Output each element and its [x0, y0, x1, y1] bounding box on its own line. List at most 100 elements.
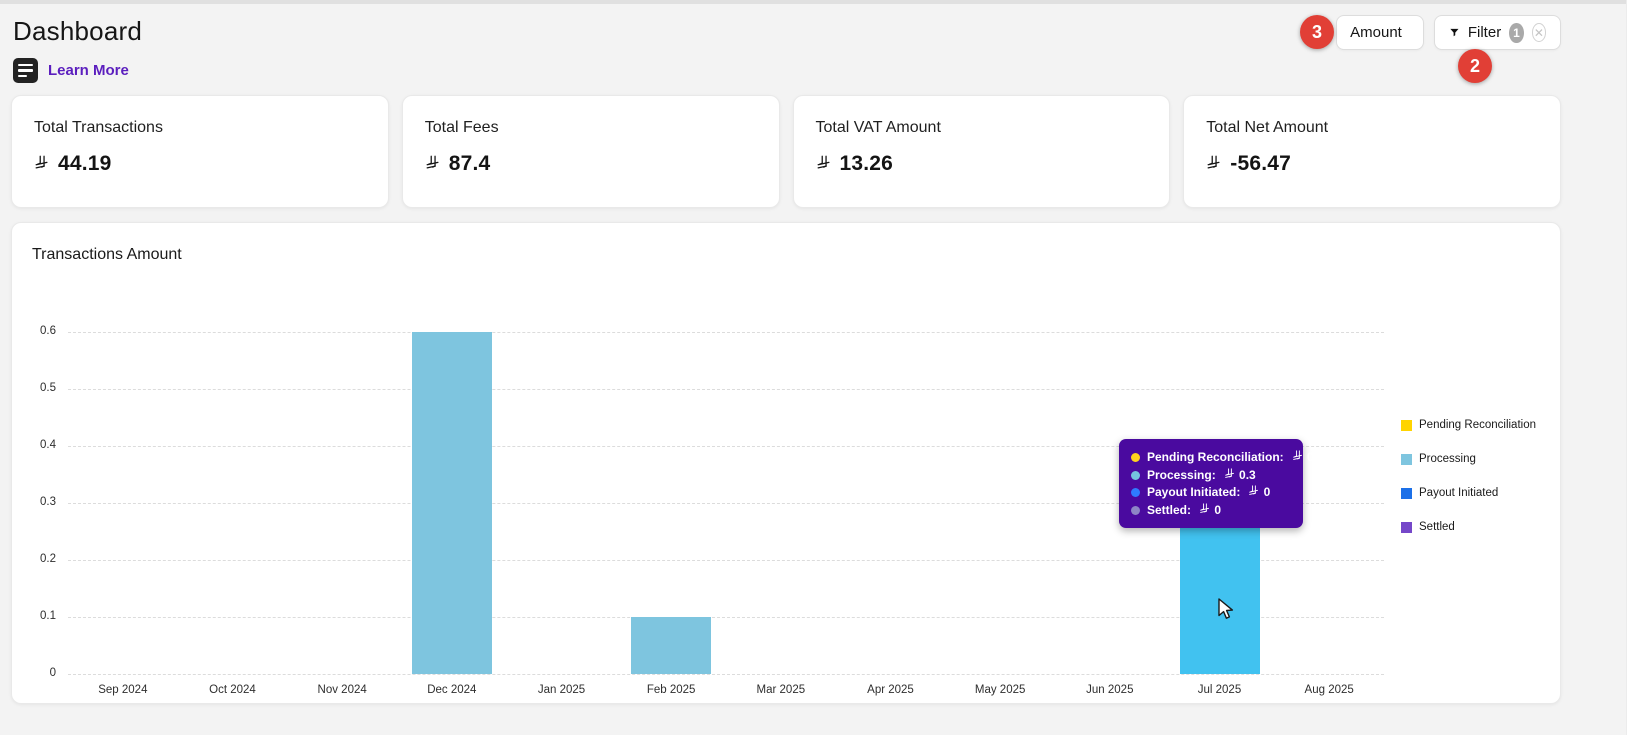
- stat-value: 13.26: [816, 152, 1148, 176]
- stat-card-total-vat: Total VAT Amount 13.26: [792, 95, 1171, 208]
- x-axis-tick-label: Aug 2025: [1304, 684, 1354, 696]
- tooltip-series-dot: [1131, 505, 1140, 515]
- bar-jul-2025[interactable]: [1179, 503, 1260, 674]
- tooltip-row: Settled: 0: [1131, 502, 1291, 520]
- stats-row: Total Transactions 44.19 Total Fees 87.4…: [11, 95, 1561, 208]
- stat-label: Total Net Amount: [1206, 119, 1329, 136]
- x-axis-tick-label: May 2025: [974, 684, 1026, 696]
- legend-swatch: [1401, 453, 1412, 465]
- filter-count-badge: 1: [1509, 22, 1524, 43]
- saudi-riyal-icon: [1292, 450, 1302, 460]
- stat-card-total-transactions: Total Transactions 44.19: [11, 95, 389, 208]
- filter-label: Filter: [1467, 24, 1502, 41]
- x-axis-tick-label: Apr 2025: [867, 684, 914, 696]
- saudi-riyal-icon: [425, 152, 440, 176]
- x-axis-tick-label: Jun 2025: [1086, 684, 1134, 696]
- chart-title: Transactions Amount: [32, 246, 182, 263]
- tooltip-series-dot: [1131, 453, 1140, 463]
- gridline: [68, 560, 1384, 561]
- tooltip-label: Processing:: [1147, 467, 1216, 482]
- x-axis-tick-label: Sep 2024: [98, 684, 148, 696]
- tooltip-series-dot: [1131, 470, 1140, 480]
- stat-label: Total Transactions: [34, 119, 163, 136]
- saudi-riyal-icon: [35, 155, 48, 169]
- tooltip-row: Pending Reconciliation: 0: [1131, 449, 1314, 467]
- tooltip-value: 0.3: [1223, 467, 1256, 485]
- stat-label: Total VAT Amount: [815, 119, 941, 136]
- chart-legend: Pending Reconciliation Processing Payout I…: [1401, 419, 1536, 533]
- y-axis-tick-label: 0.5: [40, 382, 56, 394]
- saudi-riyal-icon: [426, 155, 439, 169]
- stat-card-total-fees: Total Fees 87.4: [401, 95, 780, 208]
- legend-item[interactable]: Pending Reconciliation: [1401, 419, 1536, 431]
- bar-chart-plot-area: 0 0.1 0.2 0.3 0.4 0.5 0.6 Sep 2024 Oct 2024 Nov 2…: [40, 325, 1384, 696]
- tooltip-value: 0: [1291, 449, 1314, 467]
- amount-dropdown-button[interactable]: Amount: [1336, 15, 1424, 50]
- annotation-marker-3: 3: [1300, 15, 1334, 49]
- y-axis-tick-label: 0.6: [40, 325, 56, 337]
- bar-dec-2024[interactable]: [411, 332, 492, 674]
- tooltip-value: 0: [1247, 484, 1270, 502]
- legend-label: Payout Initiated: [1419, 487, 1499, 499]
- gridline: [68, 503, 1384, 504]
- tooltip-label: Settled:: [1147, 502, 1192, 517]
- saudi-riyal-icon: [1224, 467, 1234, 478]
- tooltip-label: Payout Initiated:: [1147, 485, 1241, 499]
- legend-item[interactable]: Processing: [1401, 453, 1536, 465]
- y-axis-tick-label: 0: [49, 667, 56, 679]
- annotation-marker-2: 2: [1458, 49, 1492, 83]
- chart-tooltip: Pending Reconciliation: 0 Processing: 0.3…: [1119, 439, 1314, 528]
- saudi-riyal-icon: [1249, 485, 1259, 495]
- legend-label: Settled: [1419, 521, 1455, 533]
- x-axis-tick-label: Feb 2025: [646, 684, 696, 696]
- legend-label: Processing: [1419, 453, 1476, 465]
- gridline: [68, 674, 1384, 675]
- y-axis-tick-label: 0.2: [40, 553, 56, 565]
- y-axis-tick-label: 0.4: [40, 439, 56, 451]
- page-title: Dashboard: [13, 16, 142, 46]
- legend-item[interactable]: Settled: [1401, 521, 1536, 533]
- scrollbar[interactable]: [1626, 0, 1636, 735]
- saudi-riyal-icon: [1200, 502, 1209, 513]
- stat-label: Total Fees: [424, 119, 499, 136]
- x-axis-tick-label: Mar 2025: [756, 684, 806, 696]
- bar-feb-2025[interactable]: [631, 617, 712, 674]
- legend-swatch: [1401, 419, 1412, 431]
- stat-value: 87.4: [425, 152, 757, 176]
- x-axis-tick-label: Jan 2025: [537, 684, 586, 696]
- x-axis-tick-label: Dec 2024: [427, 684, 477, 696]
- gridline: [68, 389, 1384, 390]
- amount-dropdown-label: Amount: [1350, 24, 1402, 41]
- tooltip-row: Processing: 0.3: [1131, 467, 1291, 485]
- tooltip-value: 0: [1198, 502, 1221, 520]
- filter-funnel-icon: [1450, 28, 1459, 37]
- tooltip-label: Pending Reconciliation:: [1147, 450, 1284, 464]
- learn-more-label: Learn More: [48, 62, 129, 79]
- document-icon: [13, 58, 38, 83]
- gridline: [68, 446, 1384, 447]
- stat-value: -56.47: [1206, 152, 1538, 176]
- x-axis-tick-label: Nov 2024: [317, 684, 367, 696]
- filter-button[interactable]: Filter 1 ✕: [1434, 15, 1561, 50]
- mouse-cursor: [1218, 598, 1234, 619]
- saudi-riyal-icon: [1207, 155, 1220, 169]
- legend-swatch: [1401, 487, 1412, 499]
- x-axis-tick-label: Oct 2024: [209, 684, 256, 696]
- legend-label: Pending Reconciliation: [1419, 419, 1536, 431]
- saudi-riyal-icon: [34, 152, 49, 176]
- stat-value: 44.19: [34, 152, 366, 176]
- legend-item[interactable]: Payout Initiated: [1401, 487, 1536, 499]
- y-axis-tick-label: 0.1: [40, 610, 56, 622]
- saudi-riyal-icon: [817, 155, 830, 169]
- y-axis-tick-label: 0.3: [40, 496, 56, 508]
- stat-card-total-net: Total Net Amount -56.47: [1183, 95, 1561, 208]
- gridline: [68, 332, 1384, 333]
- x-axis-tick-label: Jul 2025: [1197, 684, 1242, 696]
- gridline: [68, 617, 1384, 618]
- saudi-riyal-icon: [1206, 152, 1221, 176]
- clear-filter-icon[interactable]: ✕: [1531, 23, 1546, 42]
- learn-more-link[interactable]: Learn More: [13, 58, 129, 83]
- saudi-riyal-icon: [816, 152, 831, 176]
- tooltip-series-dot: [1131, 488, 1140, 498]
